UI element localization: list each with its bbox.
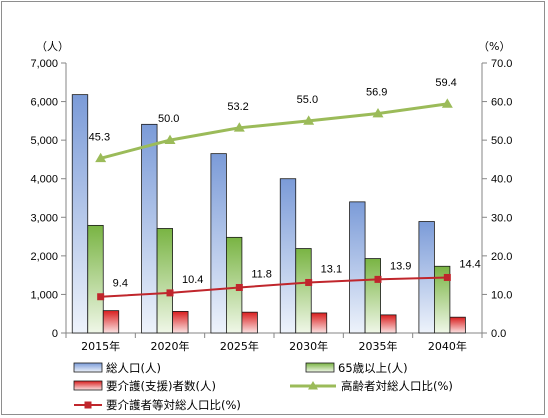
right-tick-label: 20.0 [491,251,512,263]
bar-total-population [141,123,158,334]
line-elderly-ratio [100,102,448,160]
marker-care-ratio [305,278,313,286]
bar-care-needed [241,311,258,334]
marker-care-ratio [235,283,243,291]
bar-care-needed [172,310,189,334]
bar-total-population [349,201,366,334]
left-tick-label: 5,000 [30,135,58,147]
line-series: 45.3 50.0 53.2 55.0 56.9 59.4 9.4 10.4 11.8 13.1 1… [89,77,481,301]
legend-swatch-age-65-plus [305,362,335,373]
legend-label-age-65-plus: 65歳以上(人) [338,361,408,375]
marker-elderly-ratio [441,98,453,108]
right-tick-label: 50.0 [491,135,512,147]
bar-age-65-plus [295,248,312,334]
legend-marker-care-ratio [84,401,92,409]
left-axis-unit: （人） [36,40,69,53]
legend-label-total-population: 総人口(人) [106,361,161,375]
x-tick-label: 2035年 [359,339,398,353]
data-label-elderly-ratio: 50.0 [158,113,179,125]
bar-age-65-plus [364,258,381,334]
right-tick-label: 70.0 [491,58,512,70]
bar-total-population [71,94,89,334]
bar-care-needed [310,312,328,334]
bar-total-population [210,153,227,334]
marker-care-ratio [443,273,451,281]
right-tick-label: 40.0 [491,174,512,186]
data-label-care-ratio: 10.4 [182,274,203,286]
left-tick-label: 4,000 [30,174,58,186]
marker-elderly-ratio [95,152,107,163]
bar-age-65-plus [434,265,451,334]
left-tick-label: 6,000 [30,97,58,109]
left-tick-label: 2,000 [30,251,58,263]
bar-care-needed [380,314,397,334]
marker-elderly-ratio [233,122,245,132]
marker-care-ratio [374,275,382,283]
x-tick-label: 2025年 [220,339,259,353]
marker-care-ratio [166,289,174,297]
left-axis-ticks: 0 1,000 2,000 3,000 4,000 5,000 6,000 7,000 [30,58,66,340]
x-axis-ticks: 2015年 2020年 2025年 2030年 2035年 2040年 [65,333,483,353]
bars [71,94,466,334]
marker-elderly-ratio [372,108,384,118]
marker-care-ratio [97,293,105,301]
data-label-care-ratio: 13.1 [321,263,342,275]
x-tick-label: 2015年 [81,339,120,353]
right-axis-unit: （%） [478,40,510,53]
right-axis-ticks: 0.0 10.0 20.0 30.0 40.0 50.0 60.0 70.0 [482,58,512,340]
marker-elderly-ratio [164,134,176,144]
bar-age-65-plus [87,224,104,334]
data-label-care-ratio: 9.4 [113,278,128,290]
data-label-care-ratio: 14.4 [459,258,480,270]
data-label-care-ratio: 13.9 [390,260,411,272]
data-label-elderly-ratio: 55.0 [297,94,318,106]
left-tick-label: 7,000 [30,58,58,70]
bar-age-65-plus [156,228,173,334]
bar-care-needed [449,316,466,334]
data-label-elderly-ratio: 53.2 [227,101,248,113]
x-tick-label: 2030年 [289,339,328,353]
left-tick-label: 1,000 [30,289,58,301]
right-tick-label: 10.0 [491,289,512,301]
bar-total-population [279,178,297,334]
left-tick-label: 3,000 [30,212,58,224]
data-label-elderly-ratio: 56.9 [366,87,387,99]
bar-care-needed [102,310,120,334]
legend: 総人口(人) 65歳以上(人) 要介護(支援)者数(人) 高齢者対総人口比(%) 要介護… [73,361,453,412]
right-tick-label: 0.0 [491,328,506,340]
right-tick-label: 30.0 [491,212,512,224]
legend-label-care-needed: 要介護(支援)者数(人) [106,379,216,393]
data-label-elderly-ratio: 59.4 [435,77,456,89]
line-care-ratio [100,276,448,298]
legend-label-care-ratio: 要介護者等対総人口比(%) [106,398,241,412]
legend-label-elderly-ratio: 高齢者対総人口比(%) [341,379,453,393]
left-tick-label: 0 [52,328,58,340]
right-tick-label: 60.0 [491,97,512,109]
x-tick-label: 2040年 [428,339,467,353]
data-label-care-ratio: 11.8 [251,268,272,280]
x-tick-label: 2020年 [151,339,190,353]
data-label-elderly-ratio: 45.3 [89,131,110,143]
legend-swatch-total-population [73,362,103,373]
marker-elderly-ratio [303,115,315,125]
legend-marker-elderly-ratio [308,381,318,390]
legend-swatch-care-needed [73,380,103,391]
